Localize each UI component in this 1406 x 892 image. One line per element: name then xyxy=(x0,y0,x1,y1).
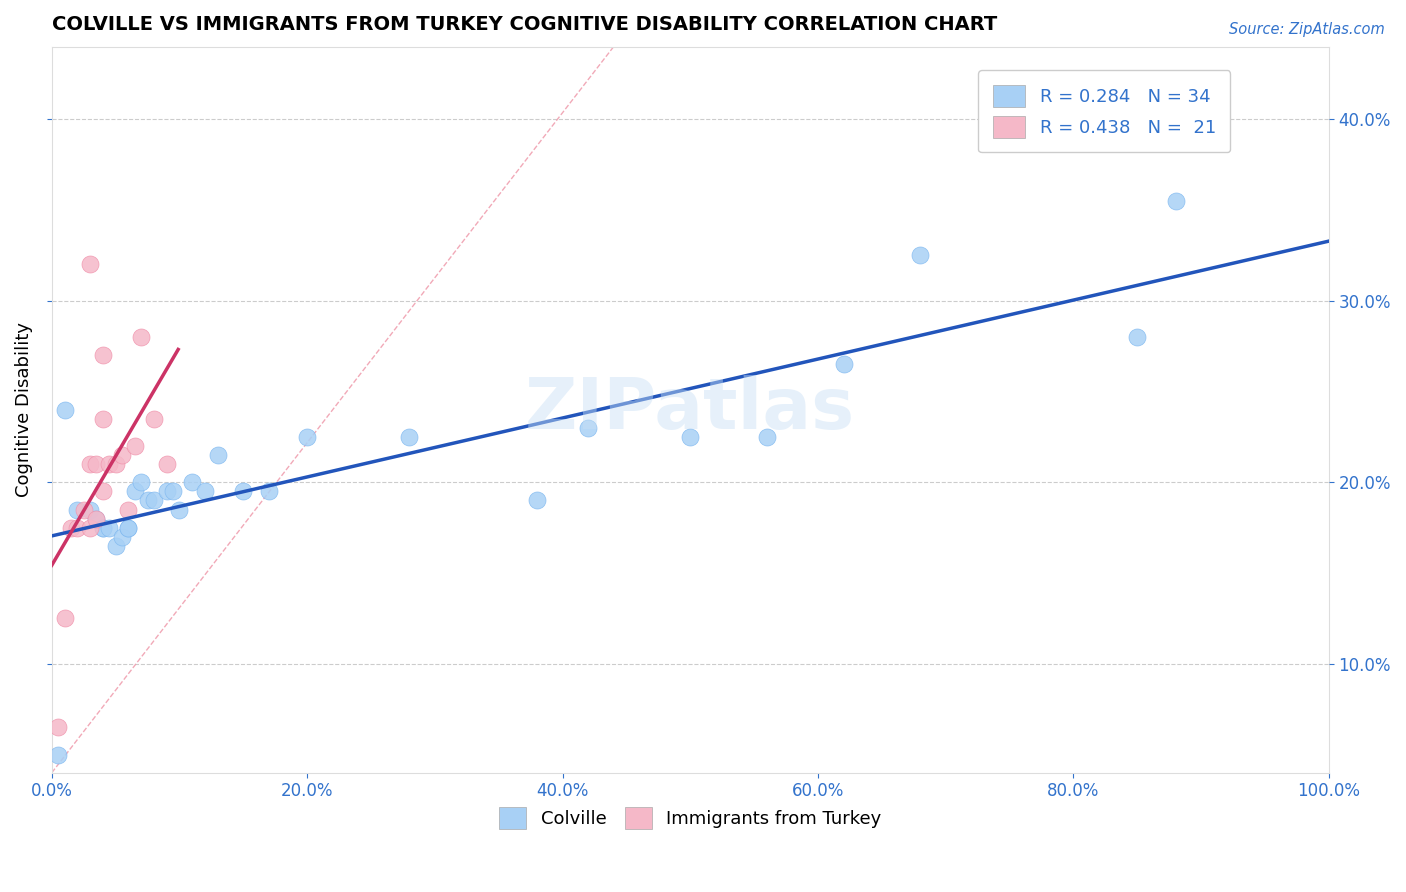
Point xyxy=(576,421,599,435)
Point xyxy=(66,502,89,516)
Point xyxy=(142,493,165,508)
Point xyxy=(1126,330,1149,344)
Point xyxy=(91,521,114,535)
Point xyxy=(79,457,101,471)
Point xyxy=(194,484,217,499)
Point xyxy=(79,502,101,516)
Point xyxy=(111,448,134,462)
Point xyxy=(104,457,127,471)
Text: COLVILLE VS IMMIGRANTS FROM TURKEY COGNITIVE DISABILITY CORRELATION CHART: COLVILLE VS IMMIGRANTS FROM TURKEY COGNI… xyxy=(52,15,997,34)
Point xyxy=(124,484,146,499)
Point xyxy=(129,475,152,490)
Point xyxy=(59,521,82,535)
Point xyxy=(91,521,114,535)
Point xyxy=(86,511,108,525)
Point xyxy=(832,357,855,371)
Point xyxy=(181,475,204,490)
Point xyxy=(53,402,76,417)
Point xyxy=(111,530,134,544)
Point xyxy=(104,539,127,553)
Point xyxy=(117,521,139,535)
Point xyxy=(79,521,101,535)
Point xyxy=(142,411,165,425)
Point xyxy=(162,484,184,499)
Point xyxy=(73,502,96,516)
Point xyxy=(295,430,318,444)
Point xyxy=(156,484,179,499)
Point xyxy=(46,747,69,762)
Point xyxy=(124,439,146,453)
Point xyxy=(79,258,101,272)
Point xyxy=(232,484,254,499)
Point xyxy=(98,457,121,471)
Point xyxy=(156,457,179,471)
Point xyxy=(169,502,191,516)
Point xyxy=(136,493,159,508)
Point xyxy=(53,611,76,625)
Point xyxy=(1164,194,1187,208)
Y-axis label: Cognitive Disability: Cognitive Disability xyxy=(15,322,32,497)
Point xyxy=(91,348,114,362)
Point xyxy=(755,430,778,444)
Point xyxy=(398,430,420,444)
Point xyxy=(526,493,548,508)
Point xyxy=(908,248,931,262)
Point xyxy=(117,502,139,516)
Point xyxy=(207,448,229,462)
Point xyxy=(66,521,89,535)
Text: ZIPatlas: ZIPatlas xyxy=(526,376,855,444)
Point xyxy=(679,430,702,444)
Point xyxy=(129,330,152,344)
Point xyxy=(98,521,121,535)
Point xyxy=(86,511,108,525)
Legend: Colville, Immigrants from Turkey: Colville, Immigrants from Turkey xyxy=(492,800,889,837)
Point xyxy=(46,720,69,734)
Point xyxy=(91,411,114,425)
Point xyxy=(91,484,114,499)
Point xyxy=(86,457,108,471)
Point xyxy=(117,521,139,535)
Text: Source: ZipAtlas.com: Source: ZipAtlas.com xyxy=(1229,22,1385,37)
Point xyxy=(257,484,280,499)
